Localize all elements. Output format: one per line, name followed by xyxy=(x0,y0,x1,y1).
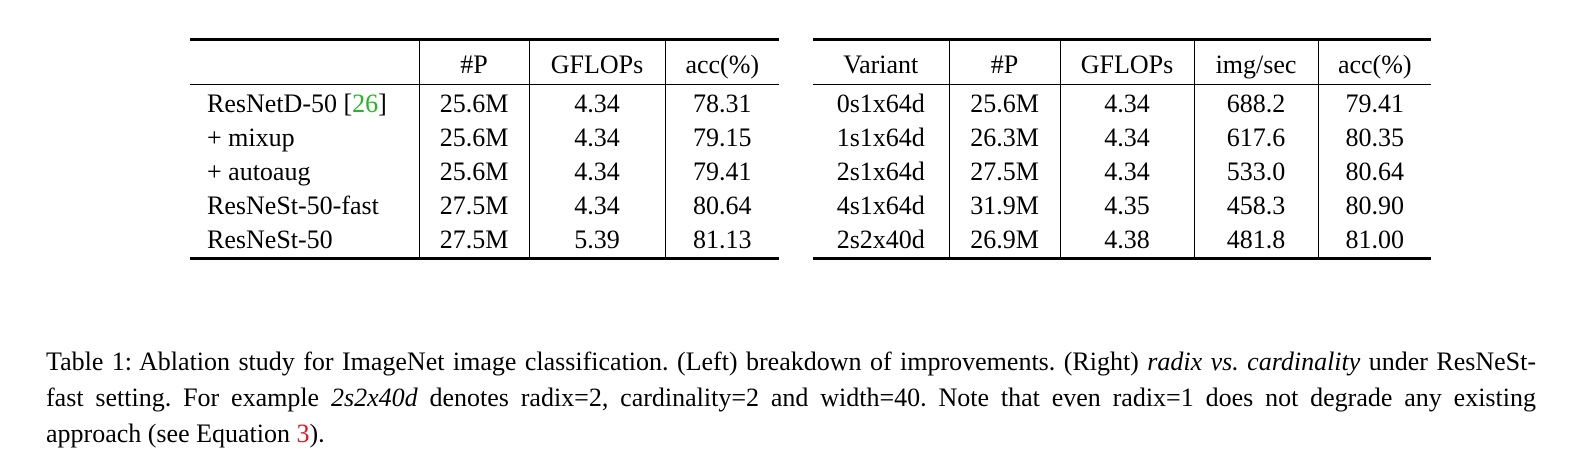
variant-cell: 1s1x64d xyxy=(836,123,925,152)
method-cell: ResNeSt-50 xyxy=(207,225,333,254)
caption-text: under ResNeSt-fast setting. For example xyxy=(46,347,1537,412)
img-sec-cell: 688.2 xyxy=(1193,84,1318,121)
caption-example-variant: 2s2x40d xyxy=(330,383,418,412)
table-row: 2s1x64d 27.5M 4.34 533.0 80.64 xyxy=(813,155,1431,189)
variant-cell: 2s1x64d xyxy=(836,157,925,186)
table-caption: Table 1: Ablation study for ImageNet ima… xyxy=(46,344,1536,452)
params-cell: 27.5M xyxy=(418,189,529,223)
caption-text: Ablation study for ImageNet image classi… xyxy=(132,347,1148,376)
method-cell: + autoaug xyxy=(207,157,311,186)
gflops-cell: 4.34 xyxy=(528,121,665,155)
table-header-row: Variant #P GFLOPs img/sec acc(%) xyxy=(813,39,1431,85)
acc-cell: 80.64 xyxy=(664,189,779,223)
method-name: ResNetD-50 xyxy=(207,89,337,118)
header-variant: Variant xyxy=(813,39,949,85)
citation-link[interactable]: 26 xyxy=(352,89,379,118)
acc-cell: 80.90 xyxy=(1317,189,1431,223)
header-acc: acc(%) xyxy=(1317,39,1431,85)
gflops-cell: 4.34 xyxy=(1059,121,1194,155)
variant-cell: 4s1x64d xyxy=(836,191,925,220)
header-gflops: GFLOPs xyxy=(1059,39,1194,85)
variant-cell: 2s2x40d xyxy=(836,225,925,254)
method-cell: ResNeSt-50-fast xyxy=(207,191,379,220)
table-row: 0s1x64d 25.6M 4.34 688.2 79.41 xyxy=(813,84,1431,121)
acc-cell: 78.31 xyxy=(664,84,779,121)
params-cell: 25.6M xyxy=(948,84,1060,121)
gflops-cell: 4.34 xyxy=(1059,155,1194,189)
acc-cell: 81.13 xyxy=(664,223,779,259)
variant-cell: 0s1x64d xyxy=(836,89,925,118)
header-gflops: GFLOPs xyxy=(528,39,665,85)
img-sec-cell: 617.6 xyxy=(1193,121,1318,155)
params-cell: 26.9M xyxy=(948,223,1060,259)
params-cell: 27.5M xyxy=(418,223,529,259)
gflops-cell: 4.34 xyxy=(528,84,665,121)
acc-cell: 79.41 xyxy=(1317,84,1431,121)
table-row: ResNeSt-50 27.5M 5.39 81.13 xyxy=(190,223,779,259)
gflops-cell: 4.34 xyxy=(528,155,665,189)
params-cell: 25.6M xyxy=(418,121,529,155)
img-sec-cell: 458.3 xyxy=(1193,189,1318,223)
gflops-cell: 4.34 xyxy=(1059,84,1194,121)
table-row: + mixup 25.6M 4.34 79.15 xyxy=(190,121,779,155)
table-row: + autoaug 25.6M 4.34 79.41 xyxy=(190,155,779,189)
gflops-cell: 5.39 xyxy=(528,223,665,259)
acc-cell: 79.41 xyxy=(664,155,779,189)
params-cell: 26.3M xyxy=(948,121,1060,155)
acc-cell: 80.64 xyxy=(1317,155,1431,189)
gflops-cell: 4.38 xyxy=(1059,223,1194,259)
header-method xyxy=(190,39,419,85)
acc-cell: 81.00 xyxy=(1317,223,1431,259)
table-row: 4s1x64d 31.9M 4.35 458.3 80.90 xyxy=(813,189,1431,223)
header-params: #P xyxy=(418,39,529,85)
params-cell: 25.6M xyxy=(418,155,529,189)
acc-cell: 79.15 xyxy=(664,121,779,155)
header-acc: acc(%) xyxy=(664,39,779,85)
params-cell: 31.9M xyxy=(948,189,1060,223)
caption-emphasis: radix vs. cardinality xyxy=(1147,347,1361,376)
table-header-row: #P GFLOPs acc(%) xyxy=(190,39,779,85)
caption-label: Table 1: xyxy=(46,347,133,376)
gflops-cell: 4.34 xyxy=(528,189,665,223)
table-row: ResNeSt-50-fast 27.5M 4.34 80.64 xyxy=(190,189,779,223)
img-sec-cell: 533.0 xyxy=(1193,155,1318,189)
params-cell: 25.6M xyxy=(418,84,529,121)
table-row: 1s1x64d 26.3M 4.34 617.6 80.35 xyxy=(813,121,1431,155)
img-sec-cell: 481.8 xyxy=(1193,223,1318,259)
caption-text: denotes radix=2, cardinality=2 and width… xyxy=(46,383,1536,448)
header-params: #P xyxy=(948,39,1060,85)
params-cell: 27.5M xyxy=(948,155,1060,189)
table-row: ResNetD-50 [26] 25.6M 4.34 78.31 xyxy=(190,84,779,121)
table-row: 2s2x40d 26.9M 4.38 481.8 81.00 xyxy=(813,223,1431,259)
caption-text: ). xyxy=(309,419,325,448)
right-ablation-table: Variant #P GFLOPs img/sec acc(%) 0s1x64d… xyxy=(813,38,1431,260)
method-cell: ResNetD-50 [26] xyxy=(207,89,387,118)
method-cell: + mixup xyxy=(207,123,295,152)
header-img-sec: img/sec xyxy=(1193,39,1318,85)
left-ablation-table: #P GFLOPs acc(%) ResNetD-50 [26] 25.6M 4… xyxy=(190,38,779,260)
equation-link[interactable]: 3 xyxy=(296,419,310,448)
acc-cell: 80.35 xyxy=(1317,121,1431,155)
gflops-cell: 4.35 xyxy=(1059,189,1194,223)
